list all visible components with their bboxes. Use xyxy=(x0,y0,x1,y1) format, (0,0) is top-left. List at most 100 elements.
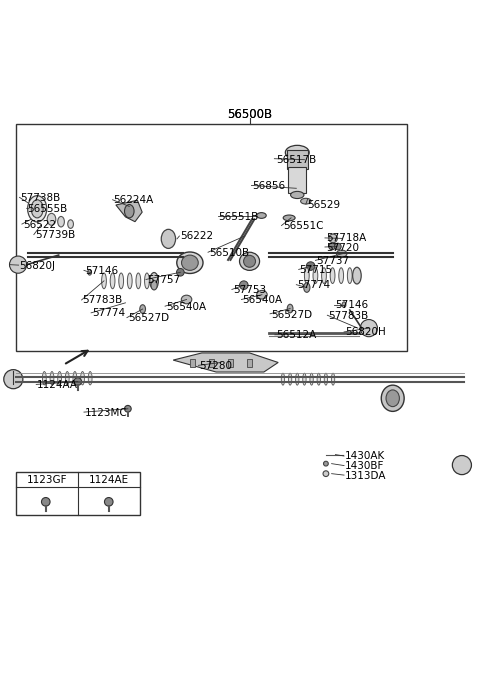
Text: 56512A: 56512A xyxy=(276,330,316,340)
Circle shape xyxy=(329,243,336,250)
Ellipse shape xyxy=(313,268,318,284)
Bar xyxy=(247,359,252,367)
Ellipse shape xyxy=(240,252,260,270)
Ellipse shape xyxy=(140,305,145,313)
Ellipse shape xyxy=(304,283,310,293)
Polygon shape xyxy=(173,353,278,372)
Text: 57753: 57753 xyxy=(233,285,266,295)
Text: 57774: 57774 xyxy=(297,280,330,290)
Bar xyxy=(209,359,214,367)
Ellipse shape xyxy=(348,268,352,284)
Text: 57146: 57146 xyxy=(85,266,118,276)
Text: 57783B: 57783B xyxy=(328,311,369,321)
Ellipse shape xyxy=(303,373,306,385)
Circle shape xyxy=(452,456,471,475)
Ellipse shape xyxy=(47,213,56,225)
Ellipse shape xyxy=(243,255,255,267)
Ellipse shape xyxy=(102,273,107,288)
Ellipse shape xyxy=(336,250,347,257)
Text: 56224A: 56224A xyxy=(114,195,154,205)
Circle shape xyxy=(10,256,27,273)
Ellipse shape xyxy=(65,372,69,385)
Circle shape xyxy=(105,498,113,506)
Ellipse shape xyxy=(181,295,192,303)
Text: 56551B: 56551B xyxy=(218,212,259,222)
Text: 57720: 57720 xyxy=(326,243,359,253)
Ellipse shape xyxy=(322,268,326,284)
Text: 1430BF: 1430BF xyxy=(345,461,384,471)
Ellipse shape xyxy=(330,268,335,284)
Bar xyxy=(16,124,407,351)
Text: 57757: 57757 xyxy=(147,275,180,285)
Bar xyxy=(228,359,233,367)
Text: 57739B: 57739B xyxy=(35,230,75,240)
Ellipse shape xyxy=(181,255,198,270)
Text: 1123GF: 1123GF xyxy=(27,475,68,486)
Ellipse shape xyxy=(58,372,61,385)
Ellipse shape xyxy=(58,216,64,227)
Ellipse shape xyxy=(342,302,346,308)
Text: 57774: 57774 xyxy=(92,308,125,318)
Text: 56500B: 56500B xyxy=(227,108,272,121)
Ellipse shape xyxy=(339,268,344,284)
Ellipse shape xyxy=(110,273,115,288)
Ellipse shape xyxy=(324,461,328,466)
Text: 56527D: 56527D xyxy=(271,310,312,320)
Text: 56540A: 56540A xyxy=(166,301,206,312)
Text: 56820J: 56820J xyxy=(20,261,56,271)
Text: 57146: 57146 xyxy=(336,300,369,310)
Text: 56540A: 56540A xyxy=(242,295,283,306)
Text: 1313DA: 1313DA xyxy=(345,471,386,481)
Ellipse shape xyxy=(281,373,285,385)
Ellipse shape xyxy=(31,200,43,218)
Ellipse shape xyxy=(88,269,92,275)
Circle shape xyxy=(335,243,341,250)
Ellipse shape xyxy=(50,372,54,385)
Text: 56856: 56856 xyxy=(252,181,285,191)
Ellipse shape xyxy=(127,273,132,288)
Text: 56522: 56522 xyxy=(23,220,56,230)
Ellipse shape xyxy=(287,304,293,313)
Ellipse shape xyxy=(317,373,321,385)
Ellipse shape xyxy=(296,373,299,385)
Text: 1124AE: 1124AE xyxy=(89,475,129,486)
Circle shape xyxy=(177,269,184,276)
Ellipse shape xyxy=(300,198,311,204)
Ellipse shape xyxy=(331,373,335,385)
Ellipse shape xyxy=(28,196,47,222)
Ellipse shape xyxy=(88,372,92,385)
Ellipse shape xyxy=(304,268,309,284)
Ellipse shape xyxy=(42,372,46,385)
Circle shape xyxy=(41,498,50,506)
Ellipse shape xyxy=(310,373,313,385)
Ellipse shape xyxy=(288,373,292,385)
Circle shape xyxy=(4,370,23,389)
Bar xyxy=(16,472,140,515)
Circle shape xyxy=(124,405,131,412)
Text: 57738B: 57738B xyxy=(21,193,61,203)
Ellipse shape xyxy=(257,291,267,299)
Text: 57715: 57715 xyxy=(300,265,333,276)
Text: 56500B: 56500B xyxy=(227,108,272,121)
Circle shape xyxy=(360,320,377,337)
Ellipse shape xyxy=(73,372,77,385)
Text: 1430AK: 1430AK xyxy=(345,451,385,462)
Ellipse shape xyxy=(386,390,399,406)
Ellipse shape xyxy=(323,471,329,477)
Ellipse shape xyxy=(324,373,327,385)
Ellipse shape xyxy=(381,385,404,411)
Ellipse shape xyxy=(150,273,158,289)
Ellipse shape xyxy=(151,280,157,290)
Text: 57280: 57280 xyxy=(199,361,232,371)
Text: 56820H: 56820H xyxy=(345,327,386,338)
Ellipse shape xyxy=(177,252,203,273)
Ellipse shape xyxy=(119,273,123,288)
Bar xyxy=(190,359,195,367)
Polygon shape xyxy=(116,201,142,222)
Circle shape xyxy=(240,281,248,289)
Ellipse shape xyxy=(68,220,73,228)
Ellipse shape xyxy=(257,213,266,218)
Ellipse shape xyxy=(329,234,337,243)
Text: 56510B: 56510B xyxy=(209,248,249,258)
Text: 56529: 56529 xyxy=(307,200,340,210)
